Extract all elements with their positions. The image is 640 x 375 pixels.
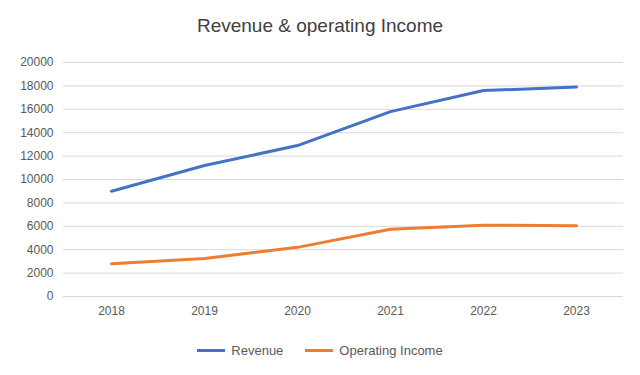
svg-text:16000: 16000 — [20, 102, 54, 116]
html-text:Revenue: Revenue — [231, 343, 284, 358]
svg-text:20000: 20000 — [20, 55, 54, 69]
svg-text:0: 0 — [47, 289, 54, 303]
svg-text:8000: 8000 — [27, 196, 54, 210]
html-text:Revenue & operating Income: Revenue & operating Income — [196, 15, 443, 36]
svg-text:2000: 2000 — [27, 266, 54, 280]
html-text:Operating Income: Operating Income — [339, 343, 443, 358]
svg-text:6000: 6000 — [27, 219, 54, 233]
svg-text:4000: 4000 — [27, 243, 54, 257]
svg-text:14000: 14000 — [20, 126, 54, 140]
svg-text:18000: 18000 — [20, 79, 54, 93]
svg-text:2023: 2023 — [563, 304, 590, 318]
svg-text:2019: 2019 — [191, 304, 218, 318]
svg-text:2018: 2018 — [98, 304, 125, 318]
svg-text:12000: 12000 — [20, 149, 54, 163]
svg-text:10000: 10000 — [20, 172, 54, 186]
svg-text:2020: 2020 — [284, 304, 311, 318]
svg-text:2021: 2021 — [377, 304, 404, 318]
svg-text:2022: 2022 — [470, 304, 497, 318]
